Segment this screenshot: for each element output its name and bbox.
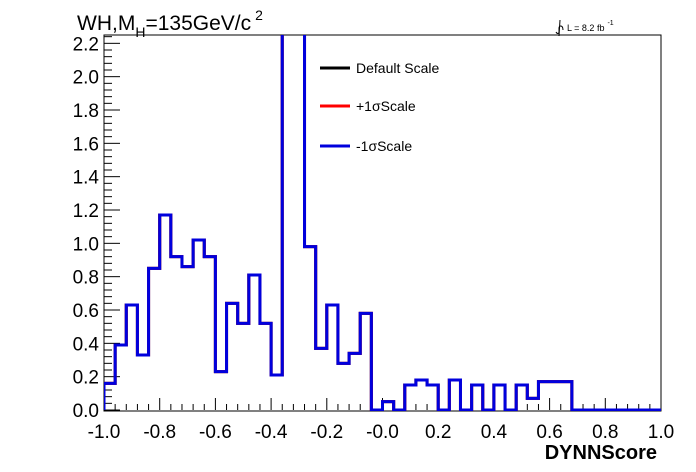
legend-label: Default Scale: [356, 60, 439, 76]
plot-frame: [103, 34, 662, 412]
lumi-label: L = 8.2 fb -1: [567, 20, 614, 33]
series-line-2: [104, 35, 661, 411]
x-tick-label: -0.0: [366, 422, 399, 443]
legend: Default Scale +1σScale -1σScale: [320, 60, 439, 154]
y-tick-label: 0.8: [73, 268, 99, 289]
y-tick-label: 0.2: [73, 368, 99, 389]
lumi-superscript: -1: [607, 20, 613, 27]
title-superscript: 2: [255, 7, 263, 23]
legend-label: -1σScale: [356, 138, 412, 154]
x-tick-label: 0.2: [425, 422, 451, 443]
legend-label: +1σScale: [356, 98, 416, 114]
y-tick-label: 0.0: [73, 401, 99, 422]
y-tick-label: 1.2: [73, 201, 99, 222]
title-main: WH,M: [77, 12, 135, 35]
title-subscript: H: [135, 24, 145, 40]
title-value: =135GeV/c: [145, 12, 251, 35]
x-axis-label: DYNNScore: [545, 442, 657, 464]
y-tick-label: 2.2: [73, 34, 99, 55]
x-axis: -1.0 -0.8 -0.6 -0.4 -0.2 -0.0 0.2 0.4 0.6 0.8 1.0: [88, 398, 674, 443]
x-tick-label: -0.4: [255, 422, 288, 443]
x-tick-label: 1.0: [648, 422, 674, 443]
x-tick-label: -1.0: [88, 422, 121, 443]
chart-title: WH,MH=135GeV/c 2: [77, 7, 263, 40]
y-tick-label: 1.8: [73, 101, 99, 122]
y-axis: 0.0 0.2 0.4 0.6 0.8 1.0 1.2 1.4 1.6 1.8 2.0 2.2: [73, 34, 120, 422]
y-tick-label: 1.4: [73, 168, 100, 189]
integral-sign-stem: [558, 19, 561, 37]
x-tick-label: 0.6: [536, 422, 562, 443]
y-tick-label: 0.6: [73, 301, 99, 322]
series-layer: [104, 35, 661, 411]
lumi-main: L = 8.2 fb: [567, 23, 604, 33]
y-tick-label: 2.0: [73, 68, 99, 89]
x-tick-label: 0.8: [592, 422, 618, 443]
y-tick-label: 0.4: [73, 334, 100, 355]
x-tick-label: -0.2: [310, 422, 343, 443]
y-tick-label: 1.6: [73, 134, 99, 155]
x-tick-label: 0.4: [481, 422, 508, 443]
x-tick-label: -0.8: [143, 422, 176, 443]
x-tick-label: -0.6: [199, 422, 232, 443]
y-tick-label: 1.0: [73, 234, 99, 255]
